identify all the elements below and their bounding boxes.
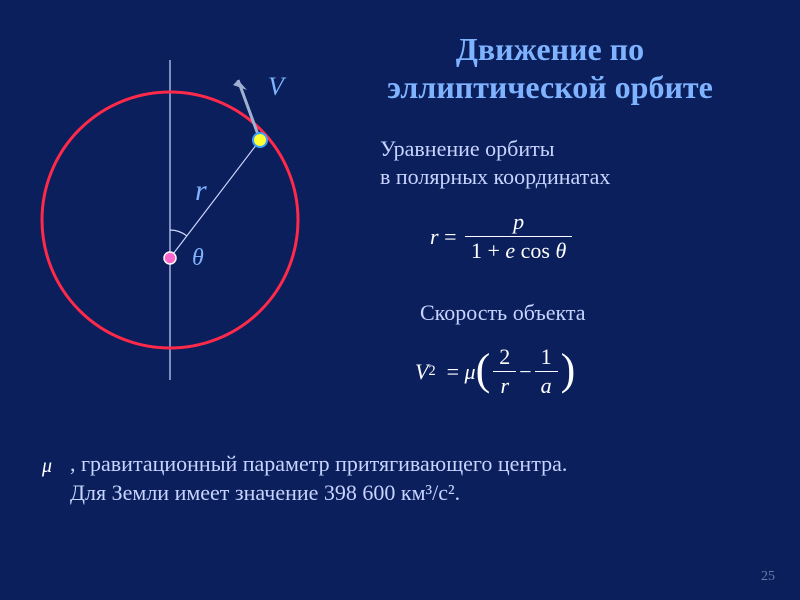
title-line1: Движение по: [456, 31, 644, 67]
f1-lhs: r: [430, 224, 439, 250]
orbit-diagram: V r θ: [20, 30, 320, 370]
velocity-vector: [238, 80, 260, 140]
label-theta: θ: [192, 245, 204, 271]
velocity-label: Скорость объекта: [420, 300, 586, 326]
f1-den: 1 + e cos θ: [465, 237, 572, 263]
slide: Движение по эллиптической орбите V r θ У…: [0, 0, 800, 600]
angle-arc: [170, 230, 187, 236]
f2-frac2: 1 a: [535, 345, 558, 398]
f1-eq: =: [439, 224, 462, 250]
sub1-line2: в полярных координатах: [380, 164, 610, 189]
f1-num: p: [465, 210, 572, 237]
title-line2: эллиптической орбите: [387, 69, 713, 105]
f2-eq: =: [436, 359, 465, 385]
f2-var: V: [415, 359, 428, 385]
footnote-line2: Для Земли имеет значение 398 600 км³/c².: [70, 480, 460, 505]
f2-frac1: 2 r: [493, 345, 516, 398]
f2-lparen: (: [476, 344, 491, 395]
orbit-svg: V r θ: [20, 30, 320, 390]
orbit-equation-label: Уравнение орбиты в полярных координатах: [380, 135, 780, 190]
f2-rparen: ): [561, 344, 576, 395]
f2-exp: 2: [428, 363, 435, 380]
focus-point: [164, 252, 176, 264]
f2-mu: μ: [465, 359, 476, 385]
orbiting-body: [253, 133, 267, 147]
slide-title: Движение по эллиптической орбите: [320, 30, 780, 107]
footnote-line1: , гравитационный параметр притягивающего…: [70, 451, 567, 476]
page-number: 25: [761, 569, 775, 585]
label-r: r: [195, 174, 207, 207]
footnote: , гравитационный параметр притягивающего…: [70, 450, 770, 507]
sub1-line1: Уравнение орбиты: [380, 136, 555, 161]
label-v: V: [268, 72, 287, 101]
f2-minus: −: [519, 359, 531, 385]
f1-frac: p 1 + e cos θ: [465, 210, 572, 263]
mu-symbol: μ: [42, 455, 52, 478]
velocity-equation: V2 = μ ( 2 r − 1 a ): [415, 345, 575, 398]
radius-line: [170, 140, 260, 258]
orbit-equation: r = p 1 + e cos θ: [430, 210, 575, 263]
